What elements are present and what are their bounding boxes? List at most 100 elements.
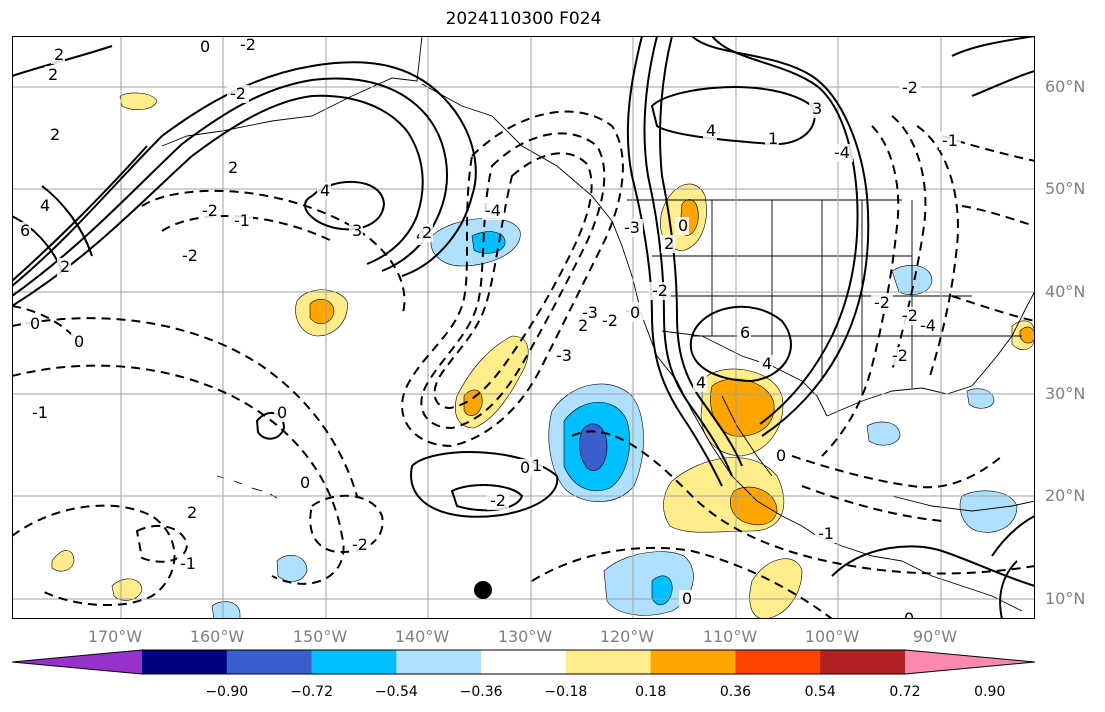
coastline-mexico-west [721,395,773,477]
contour-line [420,132,606,430]
shade-yellow [51,550,75,572]
colorbar-bin [311,650,397,674]
lon-label-110w: 110°W [702,627,758,646]
contour-line [916,125,959,377]
contours-positive [12,36,1035,619]
contour-label: 0 [200,37,210,56]
lat-label-60n: 60°N [1045,77,1086,96]
contour-line [255,412,286,440]
contour-line [309,494,384,553]
lon-label-90w: 90°W [912,627,958,646]
contour-label: 6 [20,221,30,240]
shade-orange [729,486,778,526]
contour-line [531,546,833,619]
colorbar-tick-label: −0.72 [290,684,333,700]
contour-line [689,305,792,383]
shade-blue-dark [579,423,608,471]
shade-blue-light [959,490,1018,533]
state-lines [652,200,1022,396]
contour-label: 1 [768,129,778,148]
contour-label: 1 [532,456,542,475]
shade-blue-mid [651,575,673,606]
gridlines [12,36,1035,619]
contour-label: -4 [920,316,936,335]
contour-label: 4 [696,373,706,392]
contour-label: 0 [30,314,40,333]
map-title: 2024110300 F024 [445,9,602,29]
contour-line [801,485,943,522]
contour-label: -2 [874,293,890,312]
border-gulf-coast [826,385,973,417]
contour-label: 2 [578,316,588,335]
contour-label: -4 [834,143,850,162]
colorbar-tick-label: 0.18 [635,684,667,700]
colorbar-tick-label: −0.36 [459,684,503,700]
shade-yellow [749,558,803,619]
contour-line [659,36,743,467]
contour-label: 3 [352,221,362,240]
contour-line [12,94,424,307]
contour-line [450,484,524,512]
contour-label: -2 [902,78,918,97]
colorbar-tick-label: 0.72 [889,684,921,700]
lat-label-10n: 10°N [1045,589,1086,608]
coastline-north-america-west [421,83,903,562]
hawaii-islands [216,475,278,499]
contour-line [401,110,624,448]
contour-label: 2 [60,257,70,276]
lat-label-20n: 20°N [1045,486,1086,505]
contour-line [711,36,859,425]
map-frame [12,36,1035,619]
colorbar [12,649,1035,675]
storm-center-marker [474,581,492,599]
contour-line [12,61,477,287]
colorbar-tick-label: 0.90 [974,684,1006,700]
coastlines [161,36,1035,612]
lon-label-140w: 140°W [394,627,450,646]
contour-label: -3 [556,346,572,365]
contour-label: 2 [228,158,238,177]
contour-label: 2 [422,223,432,242]
contour-line [12,504,176,606]
contour-label: 0 [74,332,84,351]
contour-label: 4 [762,354,772,373]
shade-blue-mid [471,231,506,254]
contour-line [831,545,1035,587]
contour-label: 2 [664,234,674,253]
contour-label: -2 [902,306,918,325]
shade-yellow [111,578,143,601]
contour-label: -1 [180,554,196,573]
contour-label: 0 [520,458,530,477]
shade-yellow [454,335,529,429]
colorbar-bin [481,650,567,674]
contour-label: 0 [682,589,692,608]
contour-line [12,77,448,297]
contour-line [626,36,723,487]
contour-label: 6 [740,323,750,342]
contours-negative [12,110,1035,619]
contour-label: 0 [904,609,914,619]
colorbar-tick-label: −0.90 [205,684,249,700]
shade-orange [463,389,483,416]
colorbar-tick-label: −0.54 [374,684,418,700]
colorbar-extend-max [905,650,1035,674]
contour-label: 0 [300,473,310,492]
contour-label: 4 [40,196,50,215]
contour-line [650,86,816,146]
contour-line [135,524,189,563]
shade-blue-light [966,388,995,409]
colorbar-bin [565,650,652,674]
contour-label: -1 [32,403,48,422]
contour-label: -1 [818,524,834,543]
shade-orange [1019,326,1035,344]
contour-label: 2 [50,125,60,144]
contour-line [821,125,900,457]
colorbar-bin [820,650,906,674]
contour-line [433,152,593,410]
colorbar-extend-min [12,650,142,674]
contour-label: 2 [48,65,58,84]
contour-label: 0 [776,446,786,465]
contour-label: 4 [320,181,330,200]
lon-label-150w: 150°W [292,627,348,646]
coastline-central-america [901,560,1023,612]
